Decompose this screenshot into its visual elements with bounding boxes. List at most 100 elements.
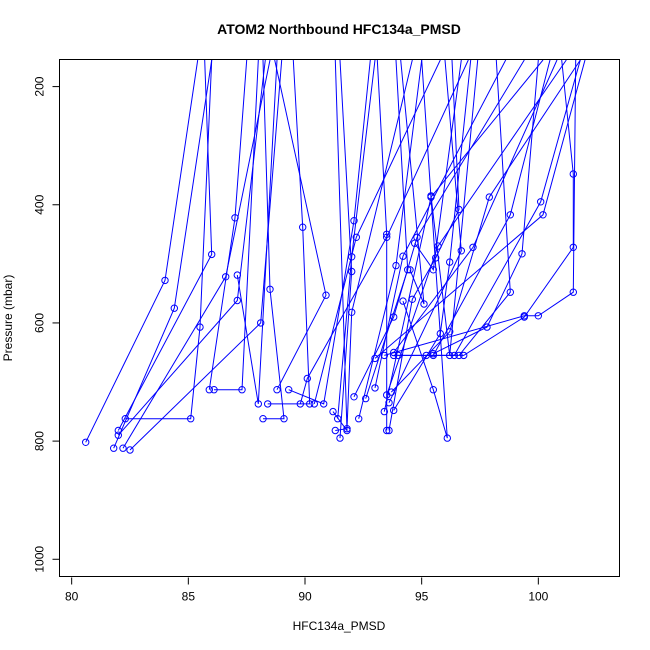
data-point <box>537 198 545 206</box>
series-line-1 <box>85 60 199 443</box>
series-line-3 <box>117 60 213 431</box>
data-point <box>257 319 265 327</box>
data-point <box>429 386 437 394</box>
data-point <box>233 271 242 279</box>
data-point <box>110 444 118 452</box>
series-line-11 <box>262 60 285 420</box>
data-point <box>161 276 169 285</box>
data-point <box>352 233 360 242</box>
data-point <box>322 291 330 299</box>
data-point <box>254 400 262 408</box>
data-point <box>273 386 281 394</box>
data-point <box>385 399 393 407</box>
data-point <box>348 267 356 276</box>
y-tick-label: 200 <box>33 76 47 96</box>
x-tick-label: 90 <box>298 590 312 604</box>
data-point <box>469 243 477 252</box>
data-point <box>506 211 514 219</box>
data-point <box>422 351 430 360</box>
series-line-41 <box>374 60 586 359</box>
series-line-9 <box>208 60 248 390</box>
data-point <box>569 288 577 296</box>
data-point <box>334 415 342 423</box>
data-point <box>392 261 400 270</box>
data-point <box>320 400 328 408</box>
data-point <box>348 308 356 316</box>
data-point <box>119 444 127 452</box>
series-line-22 <box>358 60 423 419</box>
series-line-5 <box>125 60 213 420</box>
data-point <box>569 170 577 178</box>
data-point <box>387 388 395 396</box>
data-point <box>343 425 351 433</box>
series-line-18 <box>337 60 376 419</box>
data-point <box>446 258 454 266</box>
data-point <box>460 351 468 360</box>
data-point <box>483 323 491 331</box>
data-point <box>205 386 214 394</box>
data-point <box>569 243 577 252</box>
data-point <box>82 438 90 446</box>
data-point <box>310 400 318 408</box>
series-line-28 <box>386 60 567 396</box>
data-point <box>371 354 379 363</box>
series-line-30 <box>393 60 472 411</box>
series-line-14 <box>288 60 371 405</box>
x-axis-label: HFC134a_PMSD <box>293 619 386 633</box>
series-line-34 <box>402 60 448 439</box>
data-point <box>222 273 230 281</box>
series-line-20 <box>335 60 413 431</box>
data-point <box>385 426 393 435</box>
data-point <box>390 348 398 357</box>
series-line-19 <box>339 60 353 439</box>
data-point <box>238 386 246 394</box>
data-point <box>383 426 391 435</box>
data-point <box>355 415 363 423</box>
y-tick-label: 400 <box>33 194 47 214</box>
data-point <box>485 193 493 201</box>
data-point <box>450 351 458 360</box>
data-point <box>520 312 528 320</box>
data-point <box>383 230 391 239</box>
data-point <box>411 239 419 247</box>
data-point <box>380 407 388 416</box>
series-line-4 <box>122 60 271 449</box>
data-point <box>336 434 344 442</box>
series-line-7 <box>117 60 266 436</box>
x-tick-label: 95 <box>415 590 429 604</box>
data-point <box>420 300 428 308</box>
data-point <box>455 205 463 214</box>
plot-lines <box>85 60 586 451</box>
x-tick-label: 80 <box>65 590 79 604</box>
series-line-16 <box>313 60 441 405</box>
data-point <box>434 242 442 250</box>
plot-frame <box>59 59 620 577</box>
y-axis: 200 400 600 800 1000 <box>33 76 60 573</box>
data-point <box>187 415 195 423</box>
data-point <box>406 266 414 274</box>
data-point <box>285 386 293 394</box>
series-line-32 <box>393 60 551 356</box>
data-point <box>432 254 440 262</box>
x-tick-label: 85 <box>182 590 196 604</box>
data-point <box>196 323 204 331</box>
series-line-29 <box>388 60 462 403</box>
data-point <box>443 434 451 442</box>
data-point <box>427 192 435 200</box>
data-point <box>329 407 337 416</box>
data-point <box>114 431 123 439</box>
plot-points <box>82 170 577 454</box>
data-point <box>296 400 304 408</box>
data-point <box>455 351 463 360</box>
data-point <box>371 384 379 392</box>
data-point <box>404 266 412 274</box>
data-point <box>390 351 398 360</box>
data-point <box>264 400 272 408</box>
data-point <box>350 393 358 401</box>
data-point <box>380 351 388 360</box>
series-line-6 <box>129 60 283 451</box>
y-axis-label: Pressure (mbar) <box>1 275 15 362</box>
data-point <box>280 415 288 423</box>
data-point <box>446 328 454 336</box>
data-point <box>383 233 391 242</box>
